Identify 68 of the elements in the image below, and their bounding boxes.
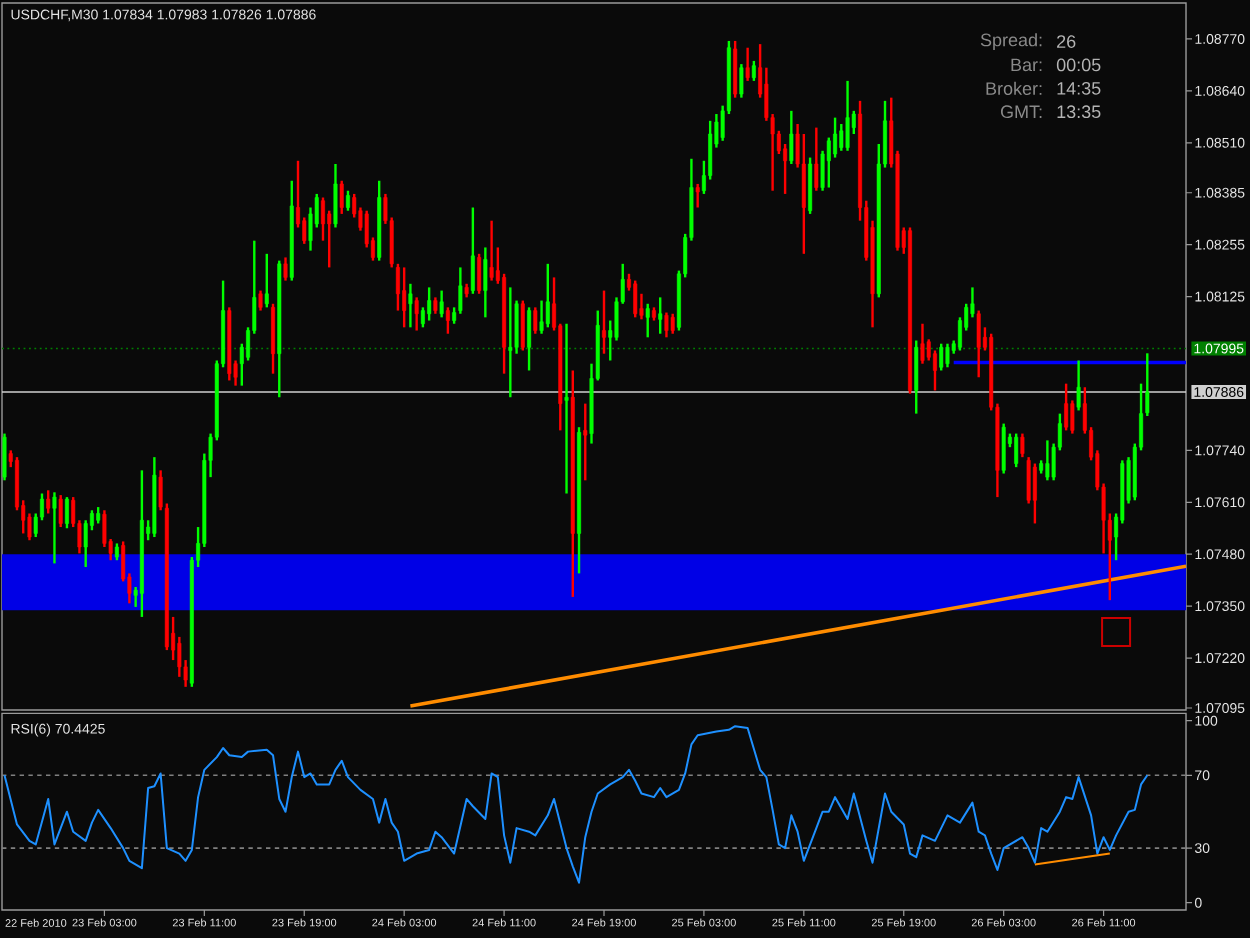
candlestick <box>814 126 819 192</box>
candlestick <box>751 59 756 83</box>
annotation: 13:35 <box>1057 105 1101 119</box>
candlestick <box>64 495 69 530</box>
candlestick <box>658 296 663 335</box>
candlestick <box>333 162 338 229</box>
candlestick <box>670 312 675 335</box>
candlestick <box>633 279 638 319</box>
candlestick <box>408 282 413 329</box>
candlestick <box>577 426 582 575</box>
candlestick <box>527 306 532 372</box>
candlestick <box>1045 439 1050 482</box>
candlestick <box>739 62 744 99</box>
candlestick <box>1014 432 1019 469</box>
candlestick <box>508 286 513 399</box>
candlestick <box>533 306 538 335</box>
candlestick <box>339 179 344 216</box>
candlestick <box>845 79 850 152</box>
candlestick <box>602 289 606 355</box>
candlestick <box>46 489 51 515</box>
candlestick <box>470 206 475 295</box>
candlestick <box>414 296 419 332</box>
candlestick <box>520 299 525 352</box>
candlestick <box>271 302 276 375</box>
candlestick <box>402 266 407 329</box>
candlestick <box>583 402 588 482</box>
candlestick <box>345 189 350 212</box>
candlestick <box>489 219 494 282</box>
candlestick <box>2 432 7 482</box>
candlestick <box>439 289 444 319</box>
candlestick <box>52 491 57 565</box>
annotation: Spread: <box>980 33 1042 50</box>
candlestick <box>908 226 912 395</box>
annotation: 14:35 <box>1057 81 1101 95</box>
candlestick <box>1001 422 1006 475</box>
candlestick <box>789 109 794 166</box>
candlestick <box>58 493 63 529</box>
candlestick <box>920 322 925 365</box>
annotation: Broker: <box>986 81 1042 95</box>
candlestick <box>1076 359 1081 412</box>
candlestick <box>445 306 450 335</box>
annotation: GMT: <box>1000 105 1042 119</box>
candlestick <box>939 342 944 372</box>
candlestick <box>976 309 981 379</box>
candlestick <box>745 46 750 83</box>
candlestick <box>483 246 488 319</box>
candlestick <box>664 311 669 339</box>
candlestick <box>564 322 569 495</box>
annotation: 00:05 <box>1056 58 1101 72</box>
candlestick <box>1020 432 1025 459</box>
candlestick <box>645 302 650 339</box>
candlestick <box>914 339 919 415</box>
candlestick <box>1032 462 1037 525</box>
candlestick <box>695 182 700 209</box>
candlestick <box>801 132 806 256</box>
annotation: 26 <box>1057 35 1076 48</box>
candlestick <box>264 252 269 309</box>
candlestick <box>258 289 263 312</box>
candlestick <box>477 252 482 295</box>
candlestick <box>808 156 813 216</box>
line-series <box>3 725 1149 884</box>
annotation: Bar: <box>1011 58 1042 72</box>
candlestick <box>283 256 288 282</box>
candlestick <box>427 286 432 322</box>
candlestick <box>733 39 738 99</box>
candlestick <box>545 262 550 329</box>
candlestick <box>945 342 950 369</box>
candlestick <box>1064 382 1069 432</box>
